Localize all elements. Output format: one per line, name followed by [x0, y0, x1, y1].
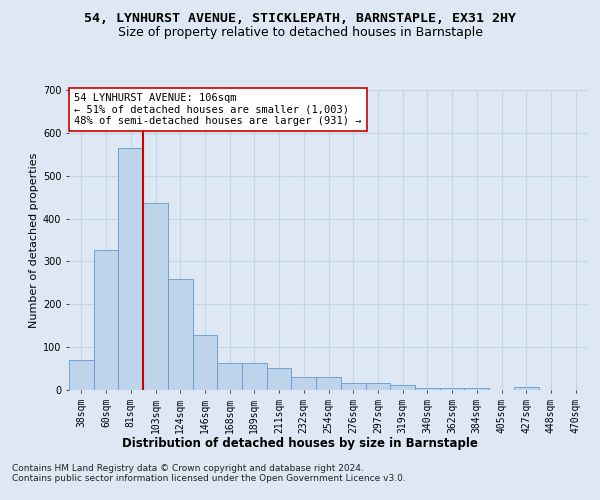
Bar [94, 250, 118, 390]
Bar [118, 148, 143, 390]
Y-axis label: Number of detached properties: Number of detached properties [29, 152, 38, 328]
Text: Distribution of detached houses by size in Barnstaple: Distribution of detached houses by size … [122, 438, 478, 450]
Bar [143, 202, 168, 390]
Text: Contains HM Land Registry data © Crown copyright and database right 2024.
Contai: Contains HM Land Registry data © Crown c… [12, 464, 406, 483]
Bar [267, 368, 292, 390]
Bar [217, 363, 242, 390]
Bar [242, 363, 267, 390]
Bar [464, 388, 489, 390]
Text: Size of property relative to detached houses in Barnstaple: Size of property relative to detached ho… [118, 26, 482, 39]
Bar [514, 388, 539, 390]
Bar [316, 377, 341, 390]
Text: 54 LYNHURST AVENUE: 106sqm
← 51% of detached houses are smaller (1,003)
48% of s: 54 LYNHURST AVENUE: 106sqm ← 51% of deta… [74, 93, 362, 126]
Bar [193, 335, 217, 390]
Bar [168, 280, 193, 390]
Bar [341, 382, 365, 390]
Bar [440, 388, 464, 390]
Text: 54, LYNHURST AVENUE, STICKLEPATH, BARNSTAPLE, EX31 2HY: 54, LYNHURST AVENUE, STICKLEPATH, BARNST… [84, 12, 516, 26]
Bar [390, 385, 415, 390]
Bar [69, 360, 94, 390]
Bar [292, 377, 316, 390]
Bar [365, 382, 390, 390]
Bar [415, 388, 440, 390]
